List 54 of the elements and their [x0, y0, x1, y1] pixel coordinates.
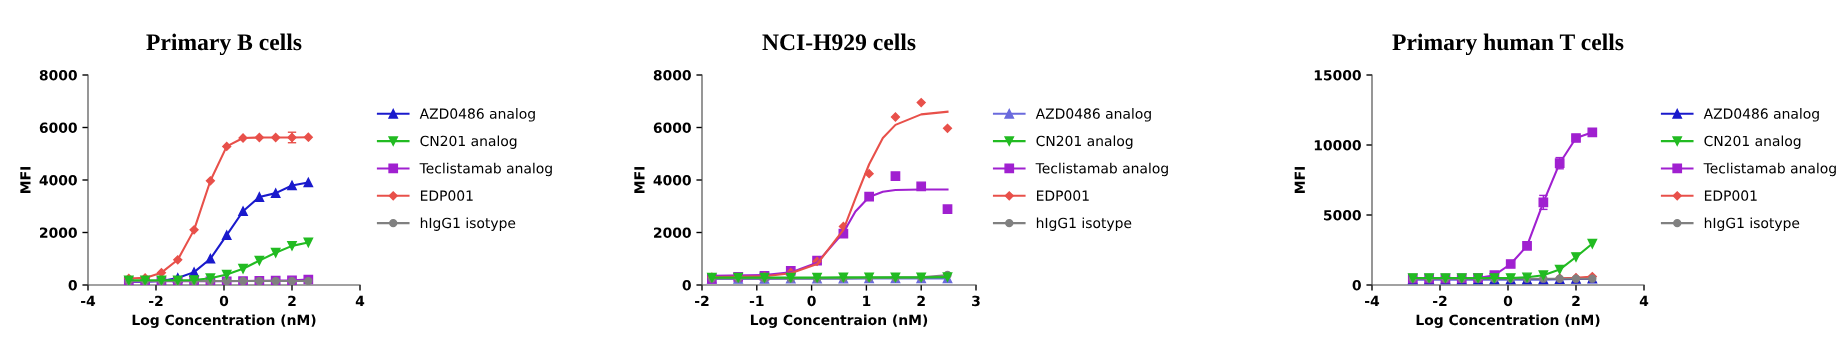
legend-label: AZD0486 analog [419, 108, 535, 122]
y-tick-label: 2000 [40, 227, 77, 238]
y-tick-label: 4000 [39, 174, 77, 186]
y-tick-label: 2000 [654, 227, 691, 238]
y-axis-title: MFI [20, 167, 31, 193]
x-axis-title: Log Concentration (nM) [132, 314, 316, 328]
x-tick-label: -2 [149, 295, 163, 306]
x-tick-label: -4 [81, 295, 96, 306]
y-tick-label: 5000 [1324, 209, 1361, 221]
legend-label: AZD0486 analog [1035, 108, 1151, 122]
legend-label: Teclistamab analog [419, 162, 552, 177]
legend-label: CN201 analog [1036, 135, 1133, 149]
legend-label: EDP001 [1704, 190, 1757, 201]
x-tick-label: 3 [972, 295, 980, 307]
y-tick-label: 10000 [1314, 139, 1361, 151]
legend-label: Teclistamab analog [1703, 162, 1836, 177]
x-axis-title: Log Concentraion (nM) [750, 314, 928, 328]
x-tick-label: -4 [1365, 295, 1380, 306]
x-tick-label: 0 [807, 295, 816, 307]
legend-label: EDP001 [1037, 190, 1089, 201]
y-tick-label: 6000 [39, 122, 77, 133]
x-tick-label: 2 [288, 295, 296, 306]
legend-label: hIgG1 isotype [1036, 217, 1132, 231]
y-tick-label: 8000 [653, 69, 691, 81]
y-tick-label: 15000 [1314, 69, 1361, 81]
legend-label: CN201 analog [420, 135, 517, 149]
chart-title: Primary human T cells [1392, 33, 1624, 56]
y-tick-label: 6000 [653, 122, 691, 133]
legend-label: CN201 analog [1704, 135, 1801, 149]
x-tick-label: 2 [1572, 295, 1580, 306]
x-axis-title: Log Concentration (nM) [1416, 314, 1600, 328]
y-tick-label: 0 [682, 279, 691, 291]
y-tick-label: 8000 [39, 69, 77, 81]
y-tick-label: 0 [68, 279, 77, 291]
legend-label: EDP001 [420, 190, 473, 201]
legend-label: AZD0486 analog [1703, 108, 1819, 122]
x-tick-label: 4 [355, 295, 365, 306]
x-tick-label: -2 [695, 295, 709, 306]
x-tick-label: 0 [1503, 295, 1513, 307]
y-axis-title: MFI [1294, 167, 1305, 193]
chart-title: Primary B cells [146, 33, 302, 56]
chart-title: NCI-H929 cells [762, 33, 916, 51]
x-tick-label: -2 [1433, 295, 1447, 306]
x-tick-label: 0 [219, 295, 229, 307]
legend-label: hIgG1 isotype [420, 217, 516, 231]
y-axis-title: MFI [634, 167, 645, 193]
legend-label: hIgG1 isotype [1704, 217, 1800, 231]
x-tick-label: 1 [863, 295, 871, 306]
legend-label: Teclistamab analog [1035, 162, 1168, 177]
x-tick-label: -1 [749, 295, 764, 306]
x-tick-label: 4 [1639, 295, 1649, 306]
y-tick-label: 4000 [653, 174, 691, 186]
y-tick-label: 0 [1352, 279, 1361, 291]
x-tick-label: 2 [917, 295, 925, 306]
